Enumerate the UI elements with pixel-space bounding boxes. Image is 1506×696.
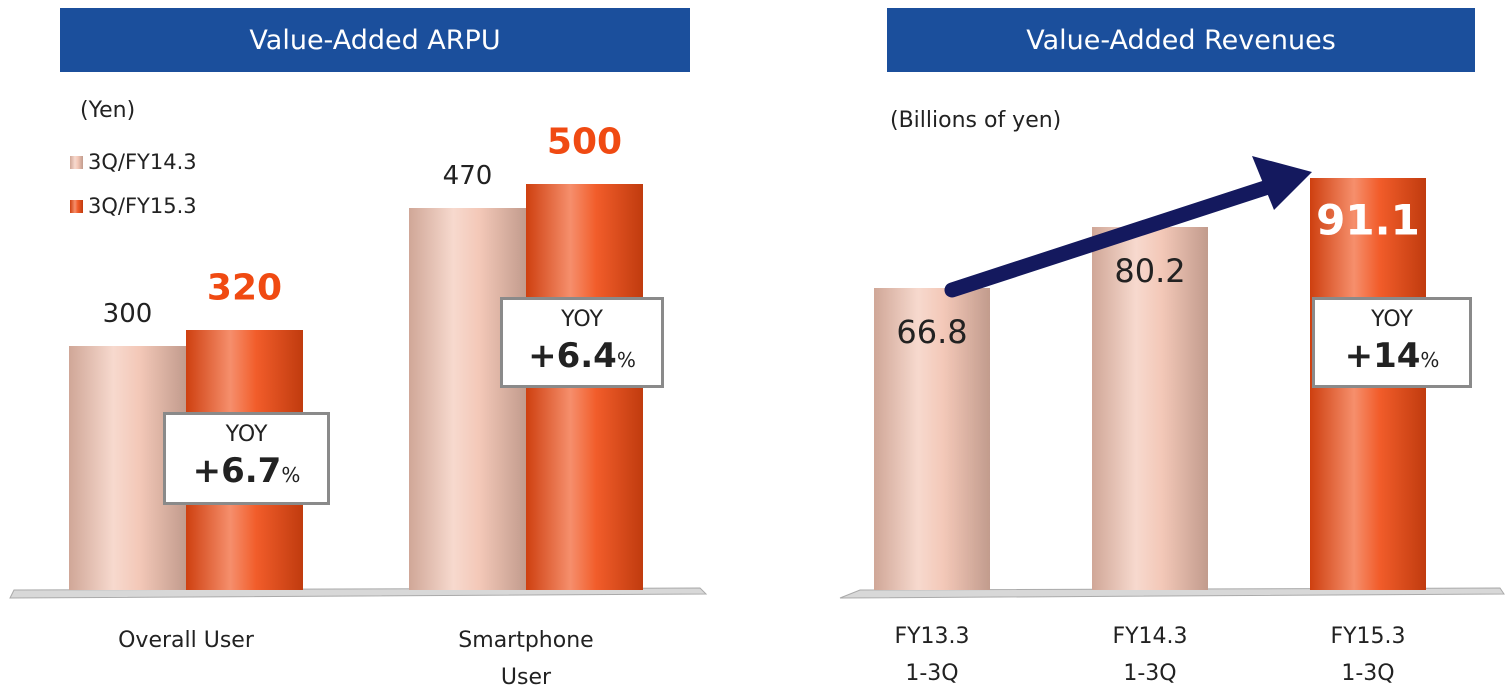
chart-title: Value-Added ARPU <box>60 8 690 72</box>
yoy-value: +14 <box>1344 336 1421 376</box>
x-tick-label: FY13.3 1-3Q <box>894 624 970 686</box>
legend-swatch <box>70 200 83 213</box>
bar <box>69 346 186 590</box>
floor <box>839 587 1505 599</box>
yoy-label: YOY <box>561 307 603 332</box>
yoy-value: +6.7 <box>192 451 282 491</box>
yoy-value-line: +6.7% <box>166 449 327 499</box>
value-label: 91.1 <box>1316 195 1420 245</box>
x-tick-label: FY15.3 1-3Q <box>1330 624 1406 686</box>
unit-label: (Yen) <box>80 98 136 123</box>
yoy-label: YOY <box>1371 307 1413 332</box>
yoy-label: YOY <box>225 422 268 447</box>
legend-label: 3Q/FY15.3 <box>88 194 197 218</box>
bar <box>874 287 990 590</box>
value-label: 500 <box>546 121 623 163</box>
value-label: 320 <box>206 267 283 309</box>
chart-title: Value-Added Revenues <box>887 8 1475 72</box>
value-label: 80.2 <box>1114 252 1186 291</box>
yoy-box: YOY +6.7% <box>163 412 330 505</box>
yoy-unit: % <box>1420 348 1440 372</box>
yoy-unit: % <box>281 463 301 487</box>
value-label: 66.8 <box>896 312 968 351</box>
yoy-box: YOY +6.4% <box>500 297 664 388</box>
yoy-unit: % <box>616 348 636 372</box>
yoy-value: +6.4 <box>528 336 617 376</box>
value-label: 300 <box>102 299 153 330</box>
x-tick-label: FY14.3 1-3Q <box>1112 624 1188 686</box>
legend-swatch <box>70 156 83 169</box>
yoy-box: YOY +14% <box>1312 297 1472 388</box>
yoy-value-line: +6.4% <box>503 334 661 384</box>
x-tick-label: Overall User <box>118 628 254 653</box>
value-label: 470 <box>442 161 493 192</box>
legend-label: 3Q/FY14.3 <box>88 150 197 174</box>
yoy-value-line: +14% <box>1315 334 1469 384</box>
bar <box>409 208 526 590</box>
unit-label: (Billions of yen) <box>890 108 1062 133</box>
